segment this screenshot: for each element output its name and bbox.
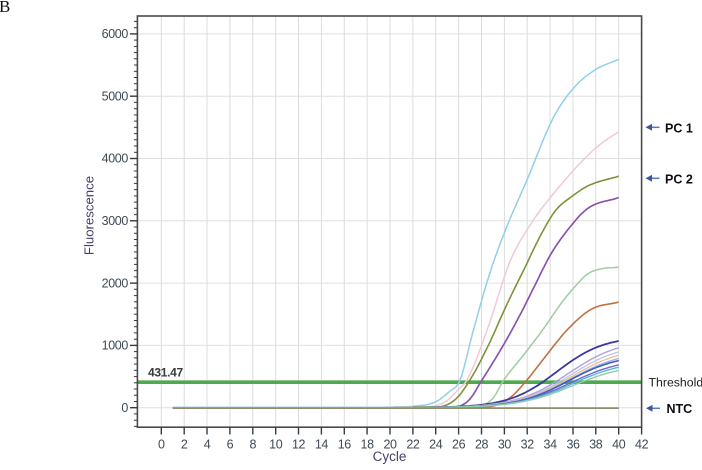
svg-text:6000: 6000 <box>102 27 129 41</box>
svg-text:22: 22 <box>406 437 420 451</box>
svg-text:12: 12 <box>292 437 306 451</box>
svg-text:1000: 1000 <box>102 339 129 353</box>
svg-text:431.47: 431.47 <box>148 366 184 380</box>
svg-text:Fluorescence: Fluorescence <box>82 176 97 255</box>
svg-text:3000: 3000 <box>102 214 129 228</box>
svg-text:18: 18 <box>361 437 375 451</box>
svg-text:30: 30 <box>498 437 512 451</box>
svg-text:2000: 2000 <box>102 276 129 290</box>
svg-text:4000: 4000 <box>102 152 129 166</box>
svg-text:0: 0 <box>121 401 128 415</box>
svg-text:28: 28 <box>475 437 489 451</box>
svg-text:2: 2 <box>181 437 188 451</box>
svg-text:42: 42 <box>635 437 649 451</box>
svg-text:20: 20 <box>383 437 397 451</box>
svg-text:5000: 5000 <box>102 89 129 103</box>
svg-text:0: 0 <box>158 437 165 451</box>
svg-text:14: 14 <box>315 437 329 451</box>
svg-text:16: 16 <box>338 437 352 451</box>
svg-text:PC 1: PC 1 <box>665 121 693 135</box>
svg-text:24: 24 <box>429 437 443 451</box>
svg-text:Cycle: Cycle <box>373 449 407 464</box>
svg-text:32: 32 <box>521 437 535 451</box>
svg-text:B: B <box>0 0 10 16</box>
svg-text:40: 40 <box>612 437 626 451</box>
svg-text:6: 6 <box>227 437 234 451</box>
svg-text:NTC: NTC <box>667 402 693 416</box>
svg-text:4: 4 <box>204 437 211 451</box>
svg-text:10: 10 <box>269 437 283 451</box>
svg-text:8: 8 <box>250 437 257 451</box>
svg-text:Threshold: Threshold <box>649 375 702 389</box>
svg-text:34: 34 <box>544 437 558 451</box>
svg-text:36: 36 <box>566 437 580 451</box>
svg-text:PC 2: PC 2 <box>665 172 693 186</box>
svg-text:38: 38 <box>589 437 603 451</box>
svg-text:26: 26 <box>452 437 466 451</box>
